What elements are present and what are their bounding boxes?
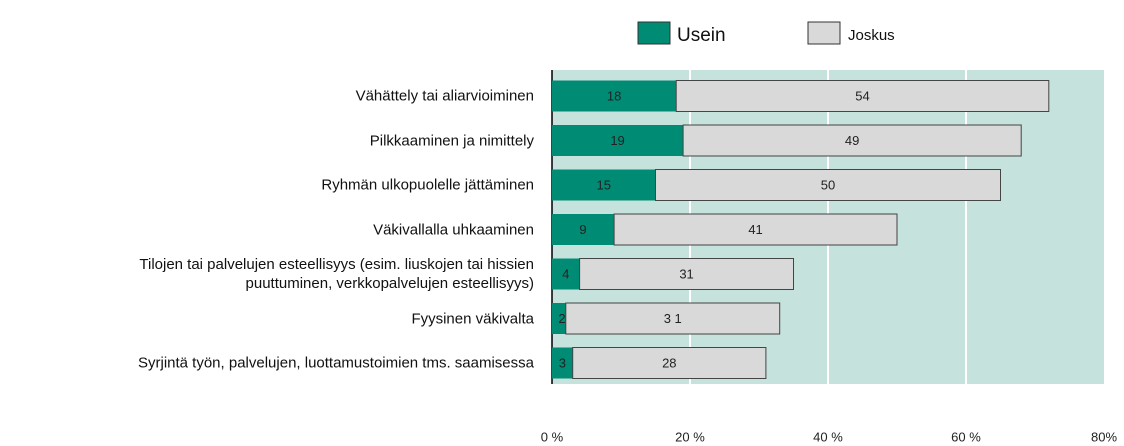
bar <box>675 80 1050 112</box>
data-label: 2 <box>558 311 565 326</box>
data-label: 41 <box>748 222 762 237</box>
data-label: 49 <box>845 133 859 148</box>
bar <box>552 214 615 245</box>
y-tick-label: Ryhmän ulkopuolelle jättäminen <box>321 176 534 194</box>
x-tick-label: 60 % <box>951 429 981 444</box>
bar <box>613 213 898 246</box>
bar <box>579 258 794 290</box>
bar <box>655 169 1001 201</box>
y-tick-label: Syrjintä työn, palvelujen, luottamustoim… <box>137 354 534 372</box>
y-tick-label: Väkivallalla uhkaaminen <box>373 221 534 238</box>
bar <box>552 80 677 112</box>
data-label: 4 <box>562 266 569 281</box>
data-label: 9 <box>579 222 586 237</box>
bar <box>552 347 573 379</box>
y-tick-label: Vähättely tai aliarvioiminen <box>355 87 534 105</box>
x-tick-label: 80% <box>1091 429 1117 444</box>
data-label: 15 <box>597 177 611 192</box>
y-tick-label: Pilkkaaminen ja nimittely <box>369 132 534 149</box>
data-label: 19 <box>610 133 624 148</box>
legend-label: Joskus <box>848 27 895 44</box>
bar <box>682 124 1022 157</box>
data-label: 28 <box>662 355 676 370</box>
bar <box>552 125 684 156</box>
bar <box>552 303 566 334</box>
bar <box>565 302 781 335</box>
x-tick-label: 40 % <box>813 429 843 444</box>
legend-label: Usein <box>677 25 726 46</box>
y-tick-label: Fyysinen väkivalta <box>411 310 534 327</box>
data-label: 3 1 <box>664 311 682 326</box>
x-tick-label: 20 % <box>675 429 705 444</box>
legend-swatch <box>637 21 671 45</box>
data-label: 3 <box>559 355 566 370</box>
x-tick-label: 0 % <box>541 429 564 444</box>
data-label: 50 <box>821 177 835 192</box>
data-label: 31 <box>679 266 693 281</box>
data-label: 18 <box>607 88 621 103</box>
y-tick-label: Tilojen tai palvelujen esteellisyys (esi… <box>139 256 534 292</box>
bar <box>572 347 767 379</box>
bar <box>552 169 656 201</box>
legend-swatch <box>807 21 841 45</box>
data-label: 54 <box>855 88 869 103</box>
bar <box>552 258 580 290</box>
